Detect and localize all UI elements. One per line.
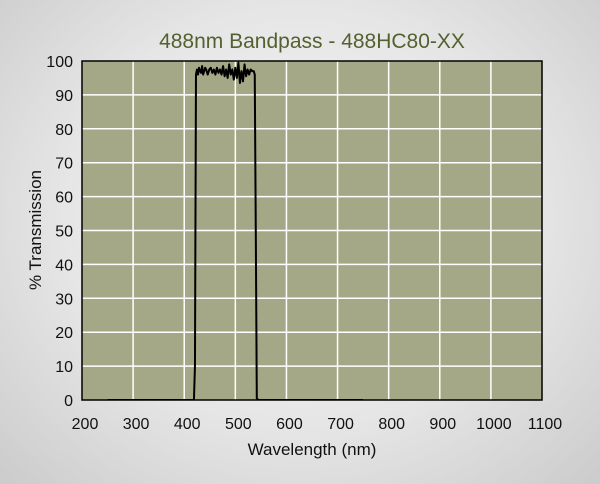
y-axis-label: % Transmission: [26, 170, 45, 290]
x-tick-label: 300: [123, 416, 150, 433]
transmission-curve: [107, 61, 364, 400]
x-axis-label: Wavelength (nm): [248, 440, 377, 459]
y-tick-label: 60: [55, 190, 73, 207]
x-axis-ticks: 200 300 400 500 600 700 800 900 1000 1100: [72, 416, 563, 433]
y-tick-label: 0: [64, 393, 73, 410]
y-tick-label: 10: [55, 359, 73, 376]
y-tick-label: 20: [55, 325, 73, 342]
y-tick-label: 80: [55, 122, 73, 139]
x-tick-label: 400: [174, 416, 201, 433]
x-tick-label: 900: [429, 416, 456, 433]
x-tick-label: 700: [327, 416, 354, 433]
y-tick-label: 100: [46, 54, 73, 71]
curve-layer: [107, 61, 364, 400]
y-tick-label: 40: [55, 257, 73, 274]
chart-title: 488nm Bandpass - 488HC80-XX: [159, 30, 465, 53]
plot-border: [81, 60, 543, 401]
y-tick-label: 70: [55, 156, 73, 173]
x-tick-label: 200: [72, 416, 99, 433]
y-tick-label: 90: [55, 88, 73, 105]
grid: [82, 61, 542, 400]
x-tick-label: 800: [378, 416, 405, 433]
y-tick-label: 50: [55, 224, 73, 241]
y-tick-label: 30: [55, 291, 73, 308]
x-tick-label: 600: [276, 416, 303, 433]
x-tick-label: 1100: [528, 416, 563, 433]
y-axis-ticks: 0 10 20 30 40 50 60 70 80 90 100: [46, 54, 73, 410]
x-tick-label: 1000: [476, 416, 512, 433]
x-tick-label: 500: [225, 416, 252, 433]
